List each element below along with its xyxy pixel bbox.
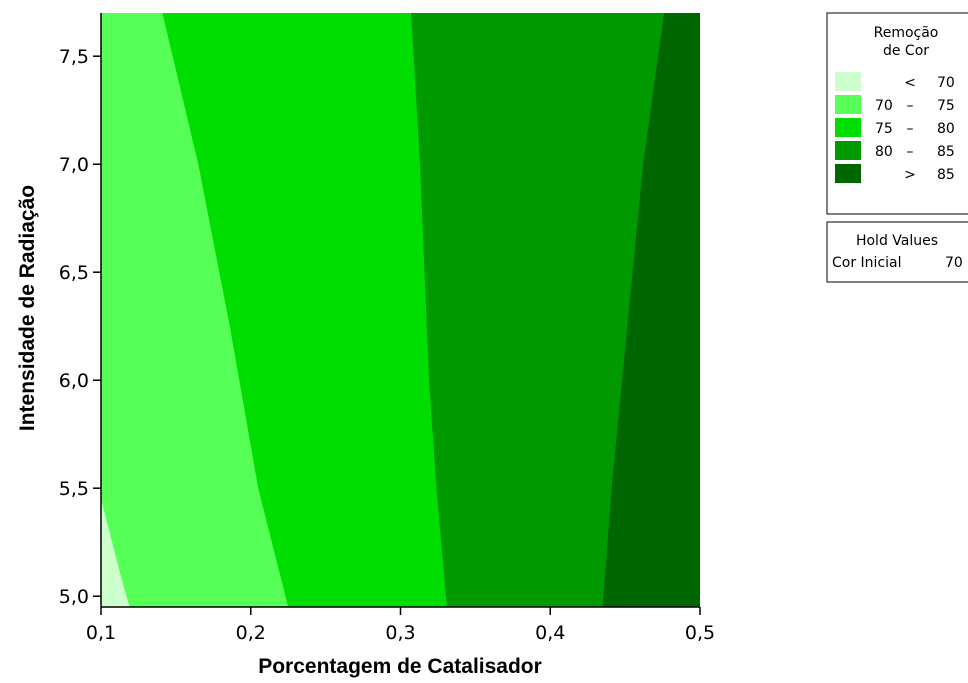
y-tick-label: 6,0 (59, 370, 89, 392)
legend-title-line1: Remoção (874, 25, 939, 41)
plot-area (101, 13, 700, 607)
x-axis-title: Porcentagem de Catalisador (258, 655, 542, 678)
legend-separator: – (907, 98, 914, 114)
legend-swatch (835, 141, 861, 160)
y-tick-label: 7,5 (59, 46, 89, 68)
legend-separator: < (904, 75, 916, 91)
legend-separator: – (907, 144, 914, 160)
y-tick-label: 5,5 (59, 478, 89, 500)
hold-values-value: 70 (945, 255, 963, 271)
x-tick-label: 0,3 (385, 622, 415, 644)
legend-swatch (835, 95, 861, 114)
x-tick-label: 0,1 (86, 622, 116, 644)
x-tick-label: 0,5 (685, 622, 715, 644)
legend-swatch (835, 164, 861, 183)
legend-high: 85 (937, 144, 955, 160)
hold-values-frame (826, 221, 968, 283)
legend-high: 75 (937, 98, 955, 114)
legend-title-line2: de Cor (883, 43, 929, 59)
y-tick-label: 6,5 (59, 262, 89, 284)
legend-swatch (835, 118, 861, 137)
legend-separator: – (907, 121, 914, 137)
x-tick-label: 0,4 (535, 622, 565, 644)
y-tick-label: 5,0 (59, 586, 89, 608)
legend-high: 70 (937, 75, 955, 91)
legend-swatch (835, 72, 861, 91)
hold-values-label: Cor Inicial (832, 255, 902, 271)
legend-low: 80 (875, 144, 893, 160)
legend-low: 70 (875, 98, 893, 114)
region-below-70 (101, 499, 130, 607)
region-70-75 (101, 13, 289, 607)
legend-high: 80 (937, 121, 955, 137)
x-tick-label: 0,2 (236, 622, 266, 644)
legend-separator: > (904, 167, 916, 183)
legend-low: 75 (875, 121, 893, 137)
legend-high: 85 (937, 167, 955, 183)
hold-values-box: Hold Values Cor Inicial 70 (826, 221, 968, 283)
y-tick-label: 7,0 (59, 154, 89, 176)
axes: 0,1 0,2 0,3 0,4 0,5 5,0 5,5 6,0 6,5 7,0 7,5 (59, 13, 715, 644)
y-axis-title: Intensidade de Radiação (16, 185, 39, 431)
hold-values-title: Hold Values (856, 233, 938, 249)
